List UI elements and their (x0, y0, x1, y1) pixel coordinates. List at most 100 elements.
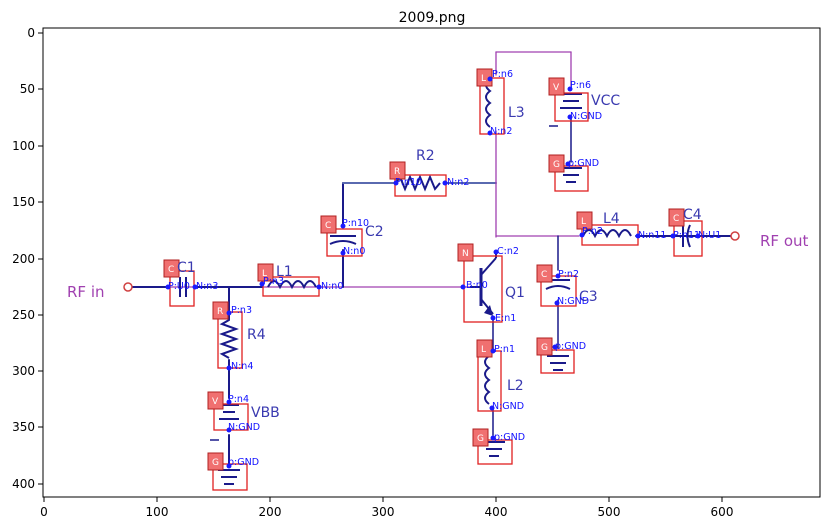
l2-label: L2 (507, 378, 524, 394)
l1-p-node: P:n3 (263, 276, 284, 287)
gnd-vcc-badge (548, 154, 565, 173)
vcc-gnd-node: p:GND (568, 158, 599, 169)
junction-dot (695, 233, 701, 239)
ground-c3: G p:GND (536, 337, 586, 374)
x-tick-label: 0 (40, 505, 48, 519)
junction-dots (165, 76, 701, 469)
c4-badge-text: C (673, 214, 679, 224)
vcc-badge-text: V (553, 83, 560, 93)
junction-dot (635, 233, 641, 239)
gnd-vcc-bbox (554, 165, 589, 192)
l3-n-node: N:n2 (490, 126, 512, 137)
y-tick-label: 150 (12, 195, 35, 209)
vcc-badge (548, 77, 565, 96)
l1-label: L1 (276, 264, 293, 280)
c4-p-node: P:n11 (673, 230, 700, 241)
x-tick-label: 300 (372, 505, 395, 519)
junction-dot (554, 300, 560, 306)
junction-dot (442, 180, 448, 186)
emitter-arrow-icon (484, 305, 493, 316)
junction-dot (226, 365, 232, 371)
capacitor-c4: C C4 P:n11 N:U1 (668, 207, 721, 257)
y-tick-label: 200 (12, 252, 35, 266)
vcc-bbox (554, 92, 589, 122)
x-axis: 0 100 200 300 400 500 600 (40, 497, 733, 519)
gnd-vcc-badge-text: G (553, 160, 560, 170)
c2-label: C2 (365, 224, 384, 240)
l4-n-node: N:n11 (638, 230, 666, 241)
c3-p-node: P:n2 (558, 269, 579, 280)
junction-dot (393, 180, 399, 186)
gnd-l2-badge (472, 428, 489, 447)
capacitor-c1: C C1 P:U0 N:n3 (163, 259, 218, 307)
l1-coil-icon (267, 280, 317, 290)
axes-frame (42, 27, 821, 498)
inductor-l1: L L1 P:n3 N:n0 (257, 263, 343, 297)
resistor-r4: R R4 P:n3 N:n4 (212, 301, 266, 372)
r4-n-node: N:n4 (231, 361, 253, 372)
junction-dot (487, 130, 493, 136)
port-marker-icon (730, 231, 740, 241)
c2-n-node: N:n0 (343, 246, 365, 257)
junction-dot (226, 427, 232, 433)
x-tick-label: 500 (598, 505, 621, 519)
l3-label: L3 (508, 105, 525, 121)
r4-badge (212, 301, 229, 320)
r2-zigzag-icon (395, 174, 441, 192)
vbb-badge (207, 391, 224, 410)
q1-label: Q1 (505, 285, 525, 301)
x-tick-label: 400 (485, 505, 508, 519)
vcc-label: VCC (591, 93, 620, 109)
l4-coil-icon (582, 229, 632, 239)
y-axis: 0 50 100 150 200 250 300 350 400 (12, 26, 43, 491)
junction-dot (165, 284, 171, 290)
junction-dot (555, 273, 561, 279)
gnd-l2-badge-text: G (477, 434, 484, 444)
source-vcc: V VCC P:n6 N:GND (548, 77, 620, 127)
l1-n-node: N:n0 (321, 281, 343, 292)
capacitor-c3: C C3 P:n2 N:GND (536, 264, 598, 307)
junction-dot (340, 223, 346, 229)
y-tick-label: 50 (20, 82, 35, 96)
vbb-p-node: P:n4 (228, 394, 249, 405)
l1-badge-text: L (262, 269, 267, 279)
gnd-vbb-badge-text: G (212, 458, 219, 468)
y-tick-label: 0 (27, 26, 35, 40)
r4-zigzag-icon (219, 319, 239, 359)
junction-dot (259, 281, 265, 287)
gnd-c3-badge (536, 337, 553, 356)
resistor-r2: R R2 P:n10 N:n2 (389, 148, 469, 197)
l3-badge-text: L (481, 74, 486, 84)
ground-vbb: G p:GND (207, 452, 259, 491)
l3-p-node: P:n6 (492, 69, 513, 80)
x-tick-label: 200 (259, 505, 282, 519)
l2-badge (476, 339, 493, 358)
c3-gnd-node: p:GND (555, 341, 586, 352)
source-vbb: V VBB P:n4 N:GND (207, 391, 280, 441)
rf-in-port: RF in (67, 282, 133, 301)
port-marker-icon (123, 282, 133, 292)
c4-n-node: N:U1 (698, 230, 721, 241)
c1-badge (163, 259, 180, 278)
r4-label: R4 (247, 327, 266, 343)
q1-badge-text: N (462, 249, 469, 259)
l2-badge-text: L (481, 345, 486, 355)
vcc-p-node: P:n6 (570, 80, 591, 91)
junction-dot (567, 86, 573, 92)
c3-n-node: N:GND (557, 296, 589, 307)
l4-badge (576, 211, 593, 230)
capacitor-c2: C C2 P:n10 N:n0 (320, 215, 384, 257)
y-tick-label: 400 (12, 477, 35, 491)
junction-dot (565, 161, 571, 167)
junction-dot (192, 284, 198, 290)
inductor-l2: L L2 P:n1 N:GND (476, 339, 524, 412)
junction-dot (487, 76, 493, 82)
l2-p-node: P:n1 (494, 344, 515, 355)
junction-dot (460, 284, 466, 290)
vbb-label: VBB (251, 405, 280, 421)
c2-badge-text: C (325, 221, 331, 231)
y-tick-label: 250 (12, 308, 35, 322)
c4-badge (668, 208, 685, 227)
junction-dot (316, 284, 322, 290)
